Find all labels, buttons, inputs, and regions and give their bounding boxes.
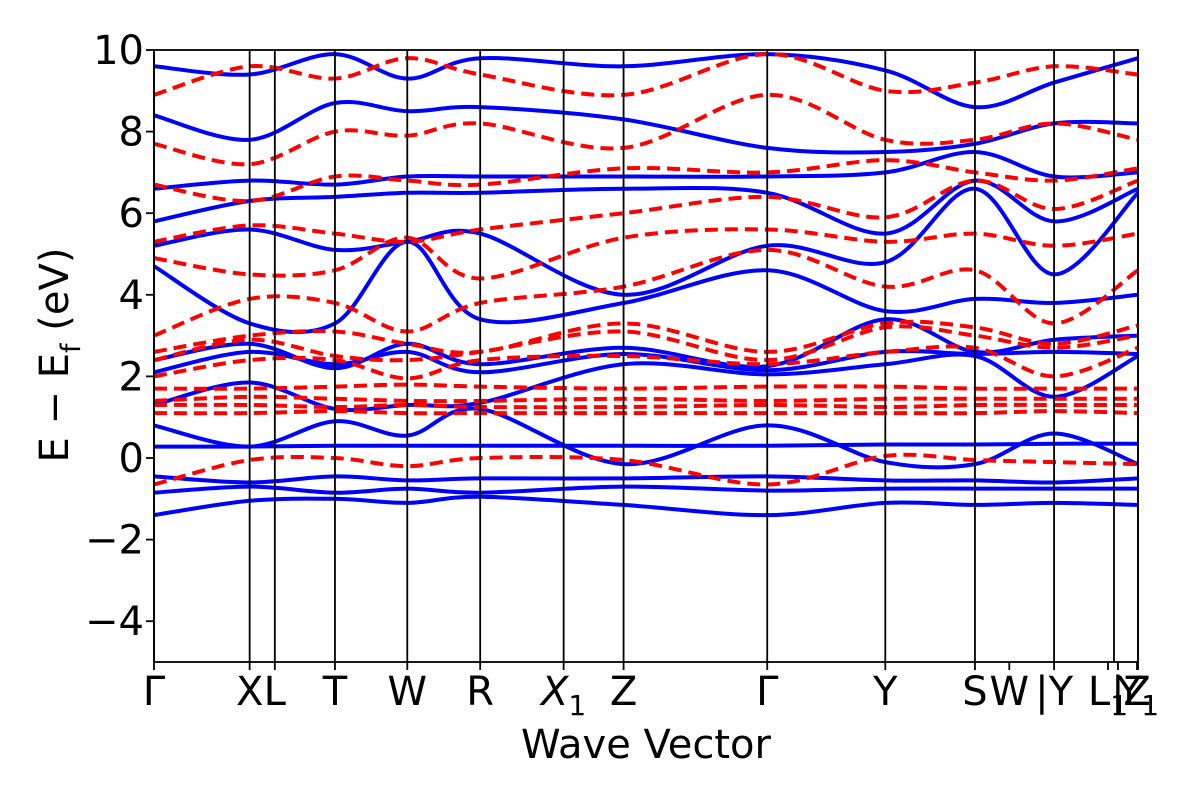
dashed-band-5 bbox=[154, 344, 1138, 381]
x-tick-label: R bbox=[466, 669, 494, 715]
x-tick-label: |Y bbox=[1035, 669, 1073, 715]
bands-group bbox=[154, 52, 1138, 518]
x-axis-title: Wave Vector bbox=[521, 722, 772, 768]
solid-band-3 bbox=[154, 441, 1138, 449]
dashed-band-12 bbox=[154, 92, 1138, 167]
dashed-band-4 bbox=[154, 382, 1138, 391]
x-tick-label: Z bbox=[1123, 669, 1150, 715]
y-tick-label: 10 bbox=[93, 28, 144, 74]
y-tick-label: 4 bbox=[119, 273, 144, 319]
dashed-band-7 bbox=[154, 319, 1138, 355]
dashed-band-9 bbox=[154, 227, 1138, 281]
y-axis-title-main: E − E bbox=[32, 353, 78, 463]
y-tick-label: 6 bbox=[119, 191, 144, 237]
dashed-band-13 bbox=[154, 52, 1138, 98]
x-tick-label: Y bbox=[872, 669, 898, 715]
dashed-band-0 bbox=[154, 452, 1138, 487]
dashed-band-11 bbox=[154, 158, 1138, 204]
dashed-band-3 bbox=[154, 394, 1138, 404]
y-tick-label: −4 bbox=[85, 599, 144, 645]
solid-band-8 bbox=[154, 239, 1138, 335]
dashed-band-8 bbox=[154, 247, 1138, 338]
dashed-band-2 bbox=[154, 402, 1138, 410]
dashed-band-6 bbox=[154, 324, 1138, 363]
x-tick-label: W bbox=[990, 669, 1030, 715]
axes-frame bbox=[153, 49, 1139, 663]
y-axis-title: E − Ef (eV) bbox=[32, 248, 87, 463]
x-tick-label: S bbox=[962, 669, 987, 715]
y-tick-label: 8 bbox=[119, 110, 144, 156]
x-tick-label: Z bbox=[610, 669, 637, 715]
y-tick-label: 0 bbox=[119, 436, 144, 482]
x-tick-label: L1 bbox=[1088, 669, 1128, 722]
x-tick-label: | bbox=[1111, 669, 1124, 715]
solid-band-11 bbox=[154, 149, 1138, 191]
solid-band-9 bbox=[154, 186, 1138, 297]
solid-band-0 bbox=[154, 494, 1138, 518]
y-tick-label: 2 bbox=[119, 354, 144, 400]
x-tick-label: X bbox=[236, 669, 263, 715]
x-tick-label: W bbox=[388, 669, 428, 715]
y-axis-title-unit: (eV) bbox=[32, 248, 78, 344]
x-tick-label: X1 bbox=[539, 669, 586, 722]
dashed-band-10 bbox=[154, 178, 1138, 244]
x-tick-label: Y1 bbox=[1116, 669, 1159, 722]
x-tick-label: Γ bbox=[143, 669, 166, 715]
solid-band-5 bbox=[154, 352, 1138, 413]
y-tick-label: −2 bbox=[85, 518, 144, 564]
svg-text:E − Ef (eV): E − Ef (eV) bbox=[32, 248, 87, 463]
x-tick-label: Γ bbox=[756, 669, 779, 715]
solid-band-2 bbox=[154, 474, 1138, 485]
x-tick-label: L bbox=[264, 669, 287, 715]
solid-band-1 bbox=[154, 484, 1138, 495]
dashed-band-1 bbox=[154, 409, 1138, 416]
solid-band-10 bbox=[154, 178, 1138, 236]
y-axis-title-subscript: f bbox=[56, 342, 87, 353]
x-tick-label: T bbox=[322, 669, 348, 715]
